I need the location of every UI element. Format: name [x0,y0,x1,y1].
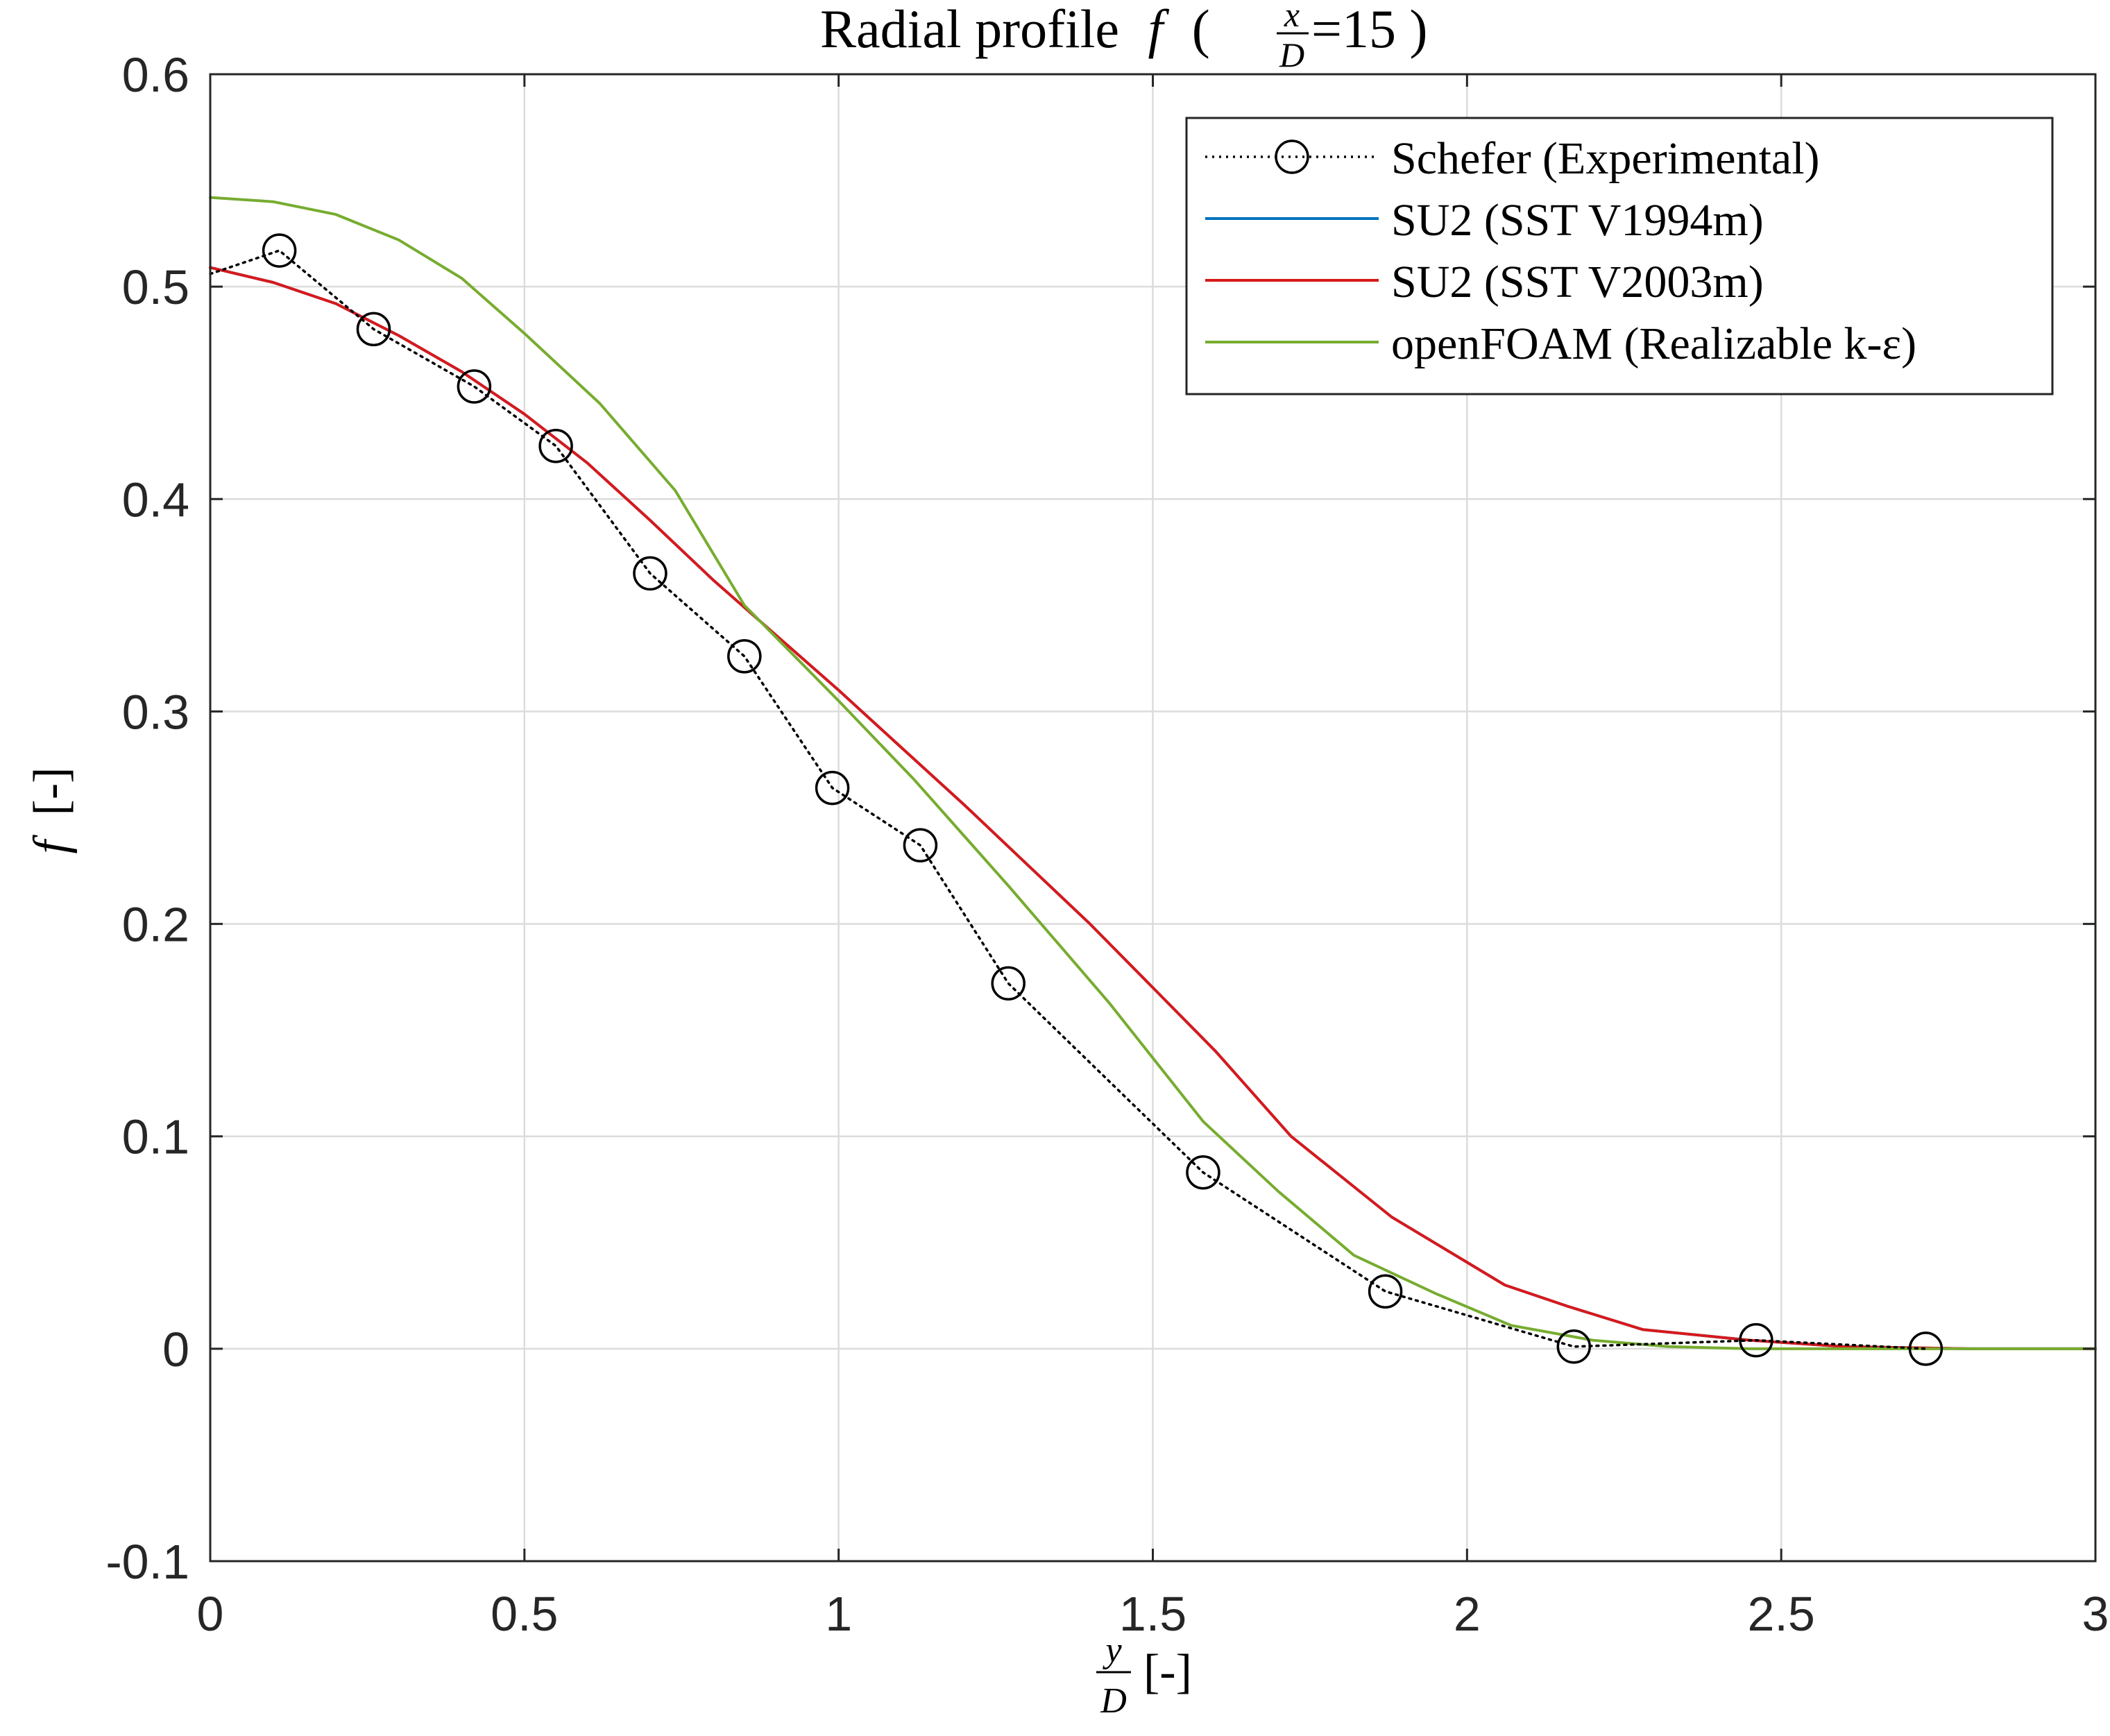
y-tick-label: 0 [162,1322,189,1377]
legend-label: SU2 (SST V1994m) [1391,195,1764,246]
data-point-marker [538,429,573,463]
data-point-marker [1556,1329,1592,1364]
data-point-marker [262,233,297,268]
x-axis-unit: [-] [1143,1645,1192,1699]
legend-label: Schefer (Experimental) [1391,133,1820,184]
y-tick-label: 0.5 [122,260,189,314]
title-symbol: f [1148,0,1170,59]
y-tick-label: 0.2 [122,898,189,952]
series-line-openfoam-realizable-k [209,196,2097,1350]
data-point-marker [1368,1274,1403,1309]
legend-label: openFOAM (Realizable k-ε) [1391,318,1916,369]
y-tick-label: 0.1 [122,1110,189,1164]
y-tick-label: -0.1 [105,1535,189,1589]
data-point-marker [727,639,762,674]
data-point-marker [991,966,1026,1001]
series-line-schefer-experimental [209,249,1928,1350]
svg-text:Radial profile f (: Radial profile f ( [820,0,1210,59]
data-point-marker [356,312,391,347]
x-tick-label: 3 [2082,1587,2109,1641]
legend: Schefer (Experimental) SU2 (SST V1994m) SU… [1185,117,2054,395]
y-tick-label: 0.6 [122,48,189,102]
chart-title: Radial profile f ( x D =15 ) [820,0,1427,74]
legend-box [1185,117,2054,395]
x-axis-label: y D [-] [1096,1631,1192,1721]
title-value: =15 [1311,0,1396,59]
data-point-marker [815,770,850,806]
title-frac-numerator: x [1284,0,1300,34]
legend-marker [1275,139,1309,174]
x-tick-label: 2 [1454,1587,1481,1641]
title-frac-denominator: D [1279,35,1304,74]
y-axis-symbol: f [24,834,78,853]
x-tick-label: 0 [197,1587,224,1641]
legend-entries: Schefer (Experimental) SU2 (SST V1994m) SU… [1205,133,1916,369]
y-axis-label: f [-] [24,767,78,854]
x-axis-frac-numerator: y [1102,1631,1122,1670]
data-point-marker [903,828,938,863]
x-tick-label: 1 [825,1587,852,1641]
data-point-marker [633,556,667,591]
x-tick-label: 0.5 [491,1587,558,1641]
x-tick-label: 1.5 [1119,1587,1186,1641]
y-axis-unit: [-] [24,767,78,816]
data-point-marker [1739,1322,1773,1358]
legend-label: SU2 (SST V2003m) [1391,257,1764,307]
svg-text:=15 ): =15 ) [1311,0,1427,59]
y-tick-label: 0.3 [122,685,189,739]
data-point-marker [1908,1331,1943,1366]
series-line-su2-sst-v2003m [209,266,2097,1350]
x-tick-label: 2.5 [1748,1587,1815,1641]
title-text: Radial profile [820,0,1119,59]
data-point-marker [457,369,492,404]
data-point-marker [1186,1155,1220,1190]
y-tick-label: 0.4 [122,473,189,527]
svg-text:f [-]: f [-] [24,767,78,854]
x-axis-frac-denominator: D [1100,1681,1127,1721]
axis-ticks: 0 0.5 1 1.5 2 2.5 3-0.100.10.20.30.40.50.6 [105,48,2109,1641]
plot-series [209,196,2097,1366]
